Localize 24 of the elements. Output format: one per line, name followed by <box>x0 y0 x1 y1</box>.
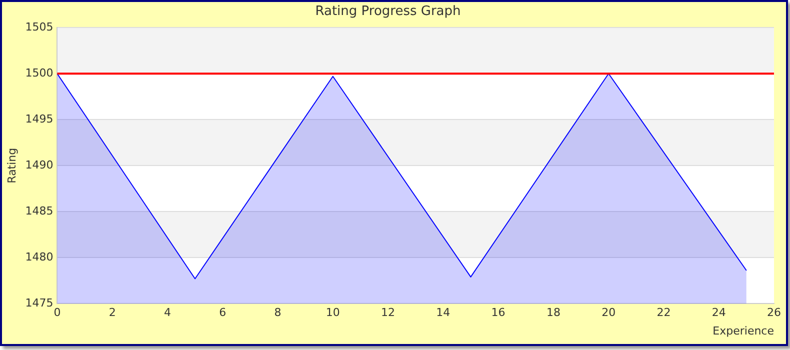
y-tick-label: 1485 <box>25 204 54 218</box>
x-tick-label: 2 <box>108 306 116 320</box>
chart-title: Rating Progress Graph <box>315 4 461 20</box>
y-tick-label: 1490 <box>25 158 54 172</box>
x-tick-label: 12 <box>381 306 396 320</box>
y-axis-title: Rating <box>5 148 18 184</box>
x-tick-label: 10 <box>326 306 340 320</box>
y-tick-label: 1500 <box>25 66 54 80</box>
x-tick-label: 4 <box>164 306 171 320</box>
x-tick-label: 8 <box>274 306 282 320</box>
x-tick-label: 14 <box>436 306 450 320</box>
x-tick-label: 20 <box>602 306 616 320</box>
y-tick-label: 1495 <box>25 112 54 126</box>
x-tick-label: 22 <box>656 306 671 320</box>
x-tick-label: 18 <box>546 306 560 320</box>
x-tick-label: 24 <box>712 306 726 320</box>
x-axis-title: Experience <box>712 324 774 338</box>
x-tick-label: 26 <box>767 306 781 320</box>
y-tick-label: 1475 <box>25 296 54 310</box>
y-tick-label: 1505 <box>25 20 54 34</box>
x-tick-label: 0 <box>54 306 61 320</box>
x-tick-label: 16 <box>491 306 506 320</box>
y-tick-label: 1480 <box>25 250 54 264</box>
x-tick-label: 6 <box>219 306 226 320</box>
